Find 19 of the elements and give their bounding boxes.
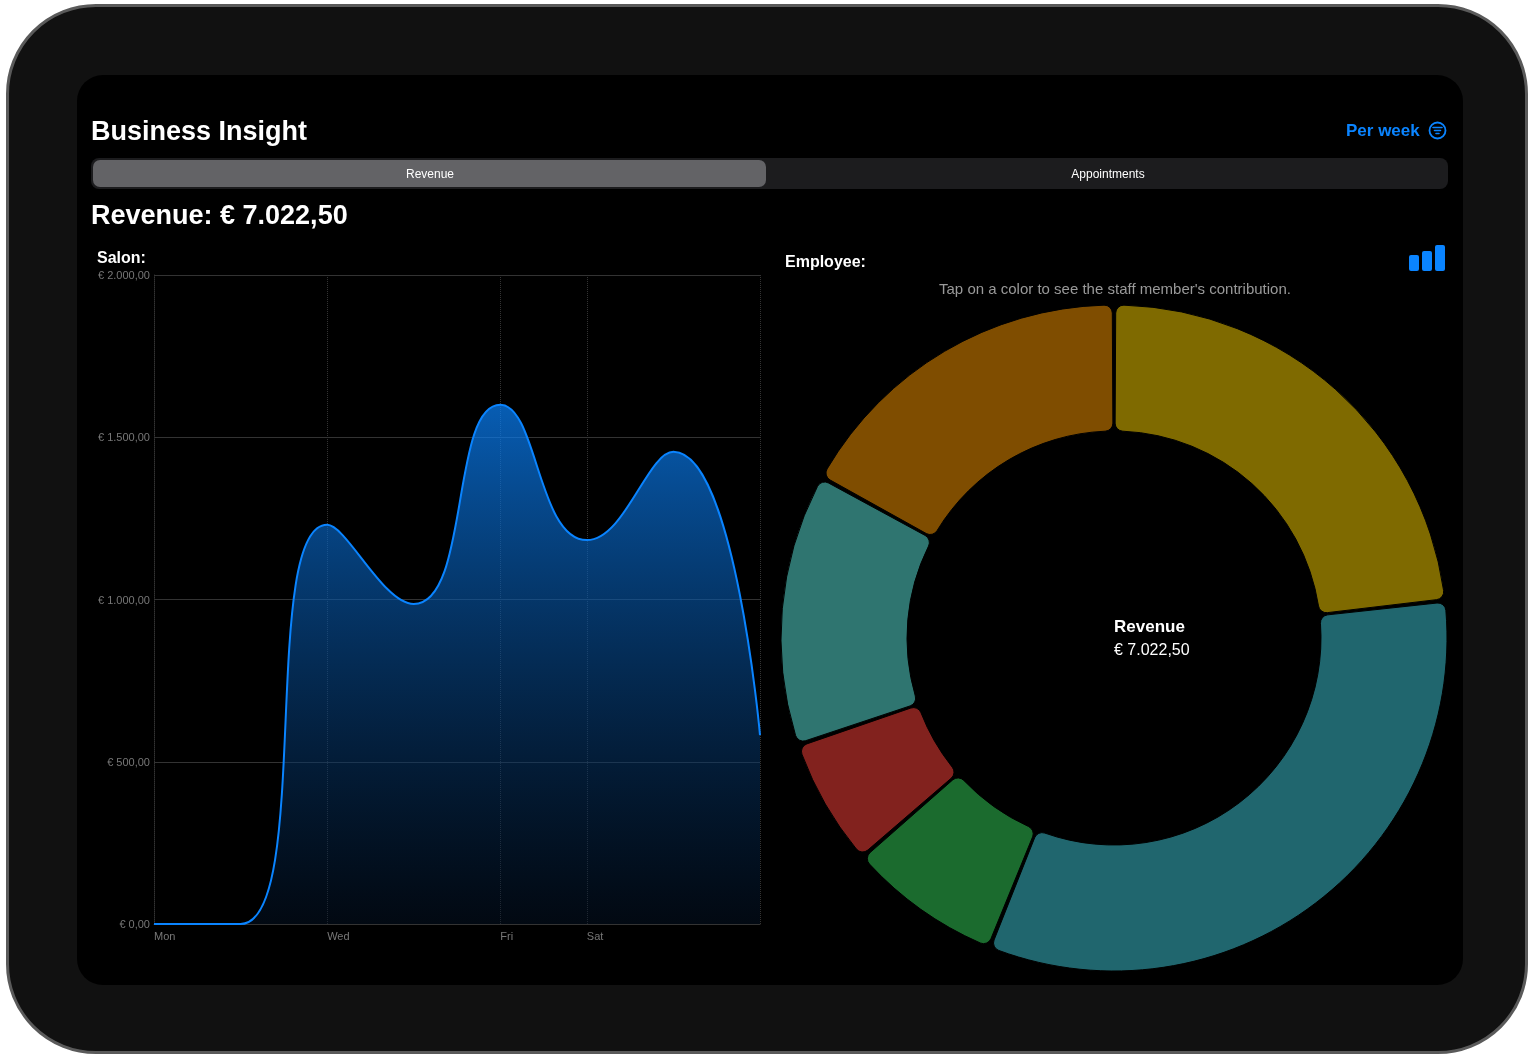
y-tick-label: € 2.000,00 (98, 269, 150, 281)
chart-subtitle: Tap on a color to see the staff member's contribution. (939, 280, 1291, 297)
x-tick-label: Wed (327, 929, 350, 942)
y-tick-label: € 500,00 (107, 755, 150, 768)
text: Appointments (1071, 167, 1145, 181)
y-tick-label: € 1.000,00 (98, 593, 150, 606)
x-tick-label: Fri (500, 929, 514, 942)
x-tick-label: Sat (586, 929, 604, 942)
chart-title: Salon: (97, 248, 146, 266)
text: Revenue (1114, 617, 1185, 636)
text: Revenue (405, 167, 455, 181)
chart-title: Employee: (785, 252, 866, 270)
x-tick-label: Mon (154, 929, 176, 942)
text: € 7.022,50 (1114, 640, 1190, 658)
text: Business Insight (91, 116, 308, 147)
y-tick-label: € 1.500,00 (98, 431, 150, 444)
text: Per week (1346, 121, 1420, 141)
y-tick-label: € 0,00 (119, 918, 150, 930)
text: Revenue: € 7.022,50 (91, 200, 348, 231)
